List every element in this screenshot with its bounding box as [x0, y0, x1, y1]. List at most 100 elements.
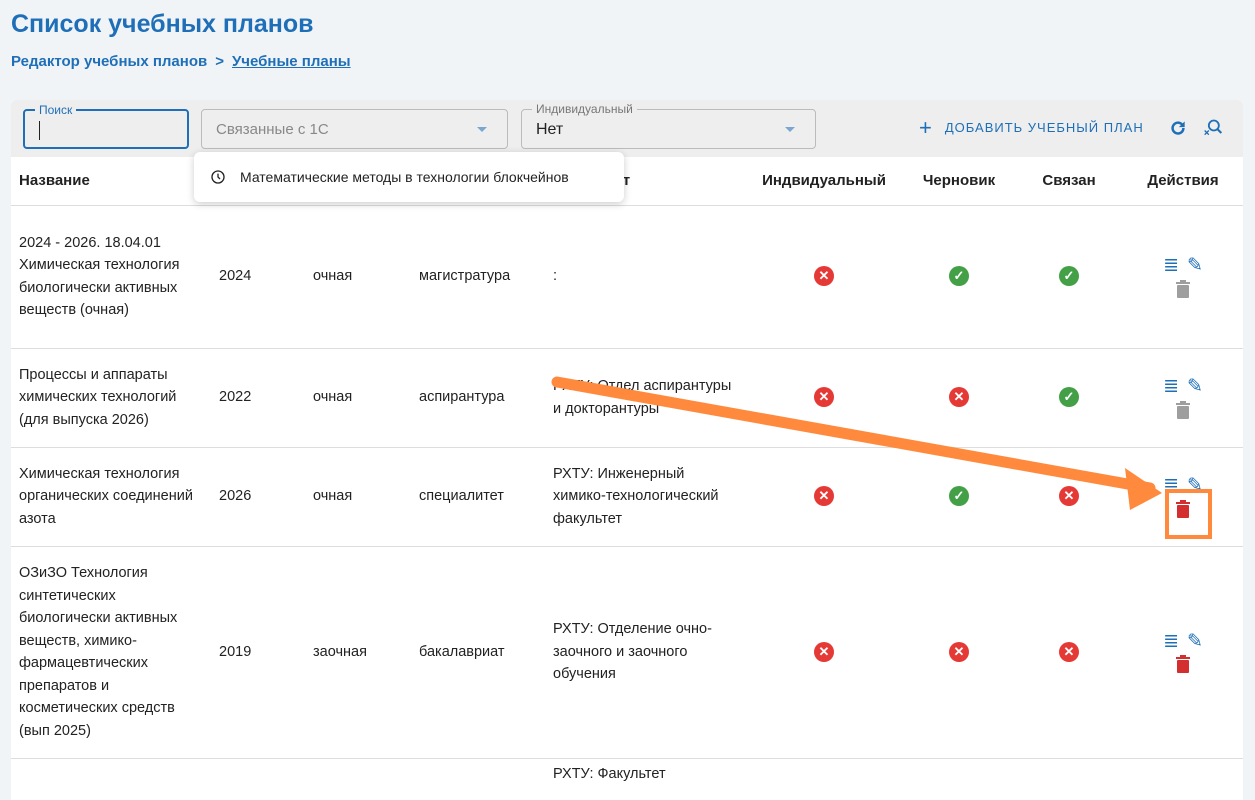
search-label: Поиск — [35, 103, 77, 117]
cell-name: ОЗиЗО Технология синтетических биологиче… — [11, 546, 211, 759]
check-circle-icon: ✓ — [949, 266, 969, 287]
cell-actions: ≣ ✎ — [1123, 546, 1243, 759]
breadcrumb-parent[interactable]: Редактор учебных планов — [11, 53, 208, 70]
cell-level: специалитет — [411, 447, 545, 547]
check-circle-icon: ✓ — [1059, 266, 1079, 287]
row-actions: ≣ ✎ — [1163, 631, 1203, 674]
col-linked[interactable]: Связан — [1015, 157, 1123, 206]
edit-pencil-icon[interactable]: ✎ — [1187, 255, 1203, 277]
individual-value: Нет — [536, 121, 564, 138]
cell-name: Химическая технология органических соеди… — [11, 447, 211, 547]
add-plan-label: ДОБАВИТЬ УЧЕБНЫЙ ПЛАН — [944, 120, 1144, 135]
details-list-icon[interactable]: ≣ — [1163, 255, 1179, 277]
cell-actions: ≣ ✎ — [1123, 447, 1243, 547]
toolbar: Поиск Связанные с 1С Индивидуальный Нет … — [11, 100, 1243, 157]
page-title: Список учебных планов — [11, 10, 314, 38]
delete-trash-icon[interactable] — [1175, 499, 1191, 518]
cell-form: очная — [305, 348, 411, 448]
cell-level: магистратура — [411, 205, 545, 349]
row-actions: ≣ ✎ — [1163, 376, 1203, 419]
search-suggestion[interactable]: Математические методы в технологии блокч… — [194, 152, 624, 202]
cell-faculty: РХТУ: Отдел аспирантуры и докторантуры — [545, 348, 745, 448]
details-list-icon[interactable]: ≣ — [1163, 630, 1179, 652]
cell-form: очная — [305, 447, 411, 547]
linked-1c-select[interactable]: Связанные с 1С — [201, 109, 508, 149]
table-row[interactable]: Химическая технология органических соеди… — [11, 447, 1243, 547]
cancel-circle-icon: ✕ — [1059, 486, 1079, 507]
check-circle-icon: ✓ — [949, 486, 969, 507]
cell-linked — [1015, 758, 1123, 800]
cancel-circle-icon: ✕ — [1059, 641, 1079, 662]
cell-year: 2022 — [211, 348, 305, 448]
delete-trash-icon[interactable] — [1175, 655, 1191, 674]
cell-name: 2024 - 2026. 18.04.01 Химическая техноло… — [11, 205, 211, 349]
cancel-circle-icon: ✕ — [814, 486, 834, 507]
check-circle-icon: ✓ — [1059, 387, 1079, 408]
cell-actions: ≣ ✎ — [1123, 205, 1243, 349]
cell-individual: ✕ — [745, 447, 903, 547]
breadcrumb-current[interactable]: Учебные планы — [231, 53, 351, 70]
text-caret — [39, 121, 40, 140]
col-actions: Действия — [1123, 157, 1243, 206]
edit-pencil-icon[interactable]: ✎ — [1187, 475, 1203, 497]
details-list-icon[interactable]: ≣ — [1163, 376, 1179, 398]
cell-linked: ✓ — [1015, 348, 1123, 448]
edit-pencil-icon[interactable]: ✎ — [1187, 630, 1203, 652]
cancel-circle-icon: ✕ — [949, 641, 969, 662]
cell-year — [211, 758, 305, 800]
row-actions: ≣ ✎ — [1163, 475, 1203, 518]
col-draft[interactable]: Черновик — [903, 157, 1015, 206]
dropdown-arrow-icon — [477, 127, 487, 132]
cell-individual: ✕ — [745, 546, 903, 759]
history-icon — [211, 170, 225, 184]
cell-name — [11, 758, 211, 800]
cell-faculty: : — [545, 205, 745, 349]
cell-draft: ✕ — [903, 546, 1015, 759]
details-list-icon[interactable]: ≣ — [1163, 475, 1179, 497]
cell-level: бакалавриат — [411, 546, 545, 759]
table-row[interactable]: 2024 - 2026. 18.04.01 Химическая техноло… — [11, 205, 1243, 349]
col-name[interactable]: Название — [11, 157, 211, 206]
table-row[interactable]: ОЗиЗО Технология синтетических биологиче… — [11, 546, 1243, 759]
cell-form — [305, 758, 411, 800]
cell-individual — [745, 758, 903, 800]
linked-1c-placeholder: Связанные с 1С — [216, 121, 329, 138]
clear-search-icon[interactable] — [1203, 118, 1223, 138]
table-row[interactable]: РХТУ: Факультет — [11, 758, 1243, 800]
suggestion-text: Математические методы в технологии блокч… — [240, 169, 569, 185]
dropdown-arrow-icon — [785, 127, 795, 132]
cell-draft: ✕ — [903, 348, 1015, 448]
search-input[interactable]: Поиск — [23, 103, 189, 149]
cell-linked: ✕ — [1015, 447, 1123, 547]
breadcrumb: Редактор учебных планов > Учебные планы — [11, 53, 351, 70]
plans-card: Поиск Связанные с 1С Индивидуальный Нет … — [11, 100, 1243, 800]
individual-select[interactable]: Индивидуальный Нет — [521, 102, 816, 149]
cell-draft: ✓ — [903, 205, 1015, 349]
edit-pencil-icon[interactable]: ✎ — [1187, 376, 1203, 398]
cell-linked: ✓ — [1015, 205, 1123, 349]
row-actions: ≣ ✎ — [1163, 255, 1203, 298]
cancel-circle-icon: ✕ — [949, 387, 969, 408]
cell-faculty: РХТУ: Инженерный химико-технологический … — [545, 447, 745, 547]
cell-form: заочная — [305, 546, 411, 759]
cell-year: 2019 — [211, 546, 305, 759]
plans-table: Название Факультет Индвидуальный Чернови… — [11, 157, 1243, 800]
cancel-circle-icon: ✕ — [814, 641, 834, 662]
cell-year: 2024 — [211, 205, 305, 349]
cell-faculty: РХТУ: Факультет — [545, 758, 745, 800]
cancel-circle-icon: ✕ — [814, 266, 834, 287]
refresh-icon[interactable] — [1168, 118, 1188, 138]
plus-icon: + — [919, 114, 933, 140]
cell-form: очная — [305, 205, 411, 349]
cell-individual: ✕ — [745, 205, 903, 349]
add-plan-button[interactable]: + ДОБАВИТЬ УЧЕБНЫЙ ПЛАН — [919, 114, 1144, 140]
cell-level — [411, 758, 545, 800]
cancel-circle-icon: ✕ — [814, 387, 834, 408]
col-individual[interactable]: Индвидуальный — [745, 157, 903, 206]
cell-faculty: РХТУ: Отделение очно-заочного и заочного… — [545, 546, 745, 759]
cell-year: 2026 — [211, 447, 305, 547]
delete-trash-icon — [1176, 279, 1190, 298]
cell-actions: ≣ ✎ — [1123, 348, 1243, 448]
cell-name: Процессы и аппараты химических технологи… — [11, 348, 211, 448]
table-row[interactable]: Процессы и аппараты химических технологи… — [11, 348, 1243, 448]
